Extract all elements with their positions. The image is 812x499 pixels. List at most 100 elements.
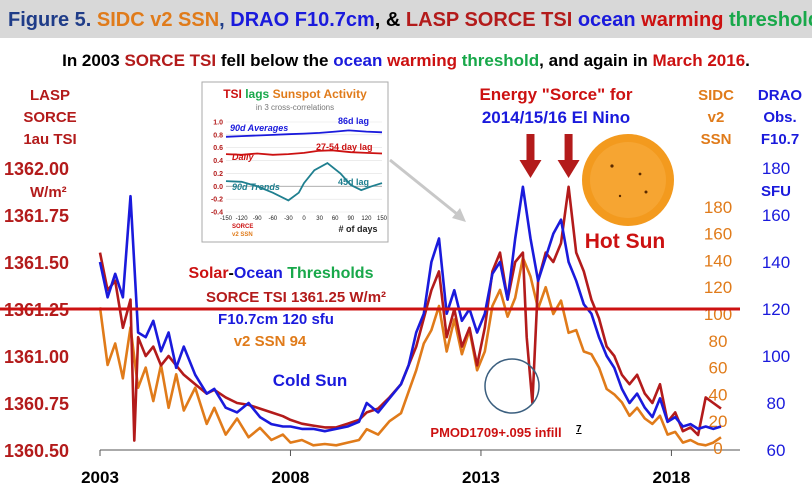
thresholds-title: Solar-Ocean Thresholds <box>189 265 374 282</box>
inset-x-tick: -30 <box>284 216 293 222</box>
inset-legend-sorce: SORCE <box>232 224 253 230</box>
tsi-axis-label: LASP SORCE 1au TSI <box>23 87 76 148</box>
f107-tick-label: 80 <box>767 394 786 413</box>
tsi-tick-label: 1360.50 <box>4 441 69 461</box>
inset-series-line <box>225 149 383 156</box>
tsi-tick-label: 1361.00 <box>4 347 69 367</box>
thresholds-title-part-0: Solar <box>189 265 229 282</box>
subtitle-part-0: In 2003 <box>62 51 124 70</box>
tsi-tick-label: 1361.75 <box>4 206 69 226</box>
tsi-tick-label: 1361.50 <box>4 253 69 273</box>
inset-y-tick: -0.4 <box>211 210 223 217</box>
ssn-tick-label: 0 <box>713 439 722 458</box>
inset-lag-label: 45d lag <box>338 177 369 187</box>
inset-x-tick: 150 <box>377 216 388 222</box>
subtitle-part-6: , and again in <box>539 51 652 70</box>
f107-axis-label: DRAO Obs. F10.7 <box>758 87 802 148</box>
inset-x-tick: 60 <box>332 216 339 222</box>
x-tick-label: 2018 <box>653 468 691 487</box>
ssn-axis-label: SIDC v2 SSN <box>698 87 734 148</box>
series-line-tsi <box>98 185 722 442</box>
f107-tick-label: 60 <box>767 441 786 460</box>
pmod-footnote: 7 <box>576 424 582 435</box>
chart-subtitle: In 2003 SORCE TSI fell below the ocean w… <box>62 51 750 70</box>
energy-arrow-shaft <box>564 134 573 162</box>
subtitle-part-8: . <box>745 51 750 70</box>
inset-x-tick: 0 <box>302 216 306 222</box>
title-part-8: thresholds <box>729 9 812 31</box>
inset-y-tick: 0.6 <box>213 145 223 152</box>
series-line-ssn <box>98 256 722 447</box>
inset-y-tick: -0.2 <box>211 197 223 204</box>
inset-x-tick: 30 <box>316 216 323 222</box>
inset-y-tick: 1.0 <box>213 120 223 127</box>
ssn-tick-label: 160 <box>704 225 732 244</box>
ssn-tick-label: 60 <box>709 359 728 378</box>
tsi-axis-label-line-1: SORCE <box>23 109 76 126</box>
ssn-axis-label-line-2: SSN <box>701 131 732 148</box>
inset-series-name: Daily <box>232 152 255 162</box>
f107-axis-label-line-2: F10.7 <box>761 131 799 148</box>
inset-x-tick: -60 <box>268 216 277 222</box>
inset-x-tick: -90 <box>253 216 262 222</box>
energy-sorce-line1: Energy "Sorce" for <box>479 85 632 104</box>
inset-title-part-2: Sunspot Activity <box>273 87 368 101</box>
inset-series-name: 90d Averages <box>230 123 288 133</box>
inset-title: TSI lags Sunspot Activity <box>223 87 367 101</box>
thresholds-title-part-2: Ocean <box>234 265 287 282</box>
tsi-unit-label: W/m² <box>30 184 67 201</box>
ssn-tick-label: 120 <box>704 278 732 297</box>
f107-tick-label: 140 <box>762 253 790 272</box>
f107-unit-label: SFU <box>761 183 791 200</box>
title-part-4: , & <box>375 9 406 31</box>
title-part-1: SIDC v2 SSN <box>97 9 219 31</box>
inset-panel: TSI lags Sunspot Activity in 3 cross-cor… <box>201 81 389 243</box>
ssn-tick-label: 180 <box>704 198 732 217</box>
inset-frame <box>201 81 389 243</box>
ssn-tick-label: 80 <box>709 332 728 351</box>
threshold-note-1: F10.7cm 120 sfu <box>218 311 334 328</box>
inset-x-tick: 120 <box>361 216 372 222</box>
thresholds-title-part-3: Thresholds <box>287 265 373 282</box>
cold-sun-label: Cold Sun <box>273 371 348 390</box>
f107-tick-label: 100 <box>762 347 790 366</box>
title-part-7: warming <box>640 9 729 31</box>
series-line-f107 <box>98 185 722 433</box>
energy-sorce-line2: 2014/15/16 El Nino <box>482 108 630 127</box>
title-part-2: , <box>219 9 230 31</box>
x-tick-label: 2008 <box>272 468 310 487</box>
title-part-6: ocean <box>578 9 641 31</box>
inset-series-line <box>225 129 383 138</box>
inset-pointer-arrowhead <box>452 208 466 222</box>
title-part-0: Figure 5. <box>8 9 97 31</box>
f107-tick-label: 180 <box>762 159 790 178</box>
inset-y-tick: 0.2 <box>213 171 223 178</box>
inset-subtitle: in 3 cross-correlations <box>256 103 334 112</box>
inset-pointer-arrow <box>389 158 463 220</box>
inset-legend-ssn: v2 SSN <box>232 232 253 238</box>
hot-sun-label: Hot Sun <box>585 230 665 253</box>
ssn-tick-label: 40 <box>709 385 728 404</box>
inset-xlabel: # of days <box>338 224 377 234</box>
inset-title-part-1: lags <box>245 87 272 101</box>
tsi-axis-label-line-0: LASP <box>30 87 70 104</box>
inset-series-line <box>225 162 383 202</box>
f107-axis-label-line-1: Obs. <box>763 109 796 126</box>
subtitle-part-1: SORCE TSI <box>124 51 220 70</box>
energy-arrow-head <box>519 160 542 178</box>
f107-tick-label: 120 <box>762 300 790 319</box>
tsi-axis-label-line-2: 1au TSI <box>23 131 76 148</box>
title-background <box>0 0 812 38</box>
inset-x-tick: 90 <box>347 216 354 222</box>
subtitle-part-7: March 2016 <box>653 51 746 70</box>
inset-lag-label: 27-54 day lag <box>316 142 373 152</box>
threshold-note-0: SORCE TSI 1361.25 W/m² <box>206 289 386 306</box>
inset-y-tick: 0.4 <box>213 158 223 165</box>
subtitle-part-3: ocean <box>333 51 387 70</box>
x-tick-label: 2003 <box>81 468 119 487</box>
ssn-tick-label: 20 <box>709 412 728 431</box>
inset-series-name: 90d Trends <box>232 182 280 192</box>
subtitle-part-4: warming <box>386 51 462 70</box>
f107-tick-label: 160 <box>762 206 790 225</box>
